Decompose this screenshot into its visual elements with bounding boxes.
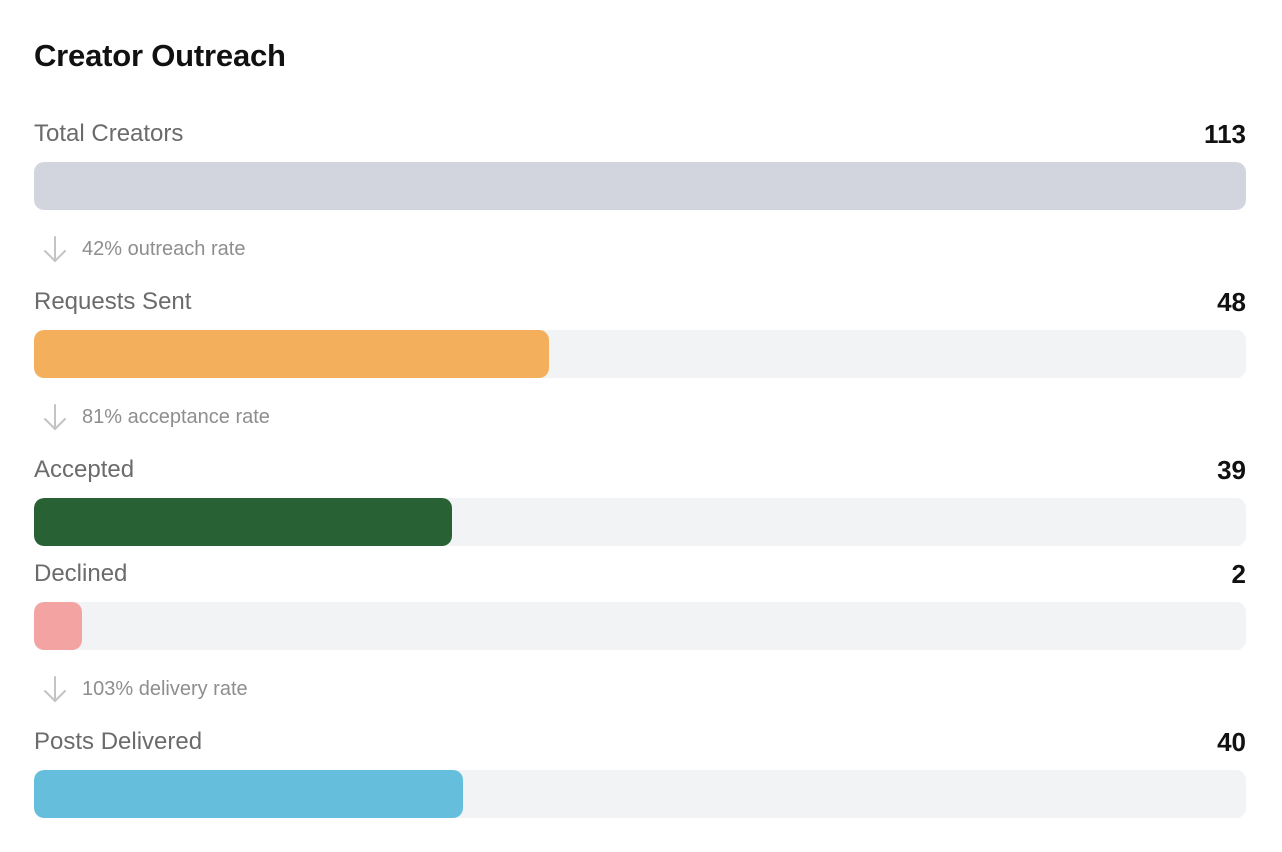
stage-count: 113 bbox=[1204, 119, 1246, 149]
bar-accepted bbox=[34, 498, 452, 546]
stage-posts-delivered: Posts Delivered 40 bbox=[34, 722, 1246, 818]
rate-outreach: 42% outreach rate bbox=[42, 234, 245, 264]
stage-count: 2 bbox=[1231, 559, 1246, 589]
rate-text: 81% acceptance rate bbox=[82, 405, 270, 428]
bar-track bbox=[34, 330, 1246, 378]
stage-header: Total Creators 113 bbox=[34, 114, 1246, 154]
bar-declined bbox=[34, 602, 82, 650]
stage-count: 40 bbox=[1217, 727, 1246, 757]
stage-total-creators: Total Creators 113 bbox=[34, 114, 1246, 210]
rate-delivery: 103% delivery rate bbox=[42, 674, 248, 704]
arrow-down-icon bbox=[44, 676, 66, 702]
stage-accepted: Accepted 39 bbox=[34, 450, 1246, 546]
stage-header: Requests Sent 48 bbox=[34, 282, 1246, 322]
stage-requests-sent: Requests Sent 48 bbox=[34, 282, 1246, 378]
stage-label: Accepted bbox=[34, 456, 135, 483]
card-title: Creator Outreach bbox=[34, 38, 286, 73]
stage-header: Posts Delivered 40 bbox=[34, 722, 1246, 762]
rate-text: 103% delivery rate bbox=[82, 677, 248, 700]
bar-requests-sent bbox=[34, 330, 549, 378]
bar-posts-delivered bbox=[34, 770, 463, 818]
bar-track bbox=[34, 602, 1246, 650]
bar-track bbox=[34, 498, 1246, 546]
stage-header: Accepted 39 bbox=[34, 450, 1246, 490]
arrow-down-icon bbox=[44, 404, 66, 430]
stage-header: Declined 2 bbox=[34, 554, 1246, 594]
stage-count: 39 bbox=[1217, 455, 1246, 485]
stage-label: Total Creators bbox=[34, 120, 184, 147]
stage-declined: Declined 2 bbox=[34, 554, 1246, 650]
bar-track bbox=[34, 770, 1246, 818]
rate-text: 42% outreach rate bbox=[82, 237, 246, 260]
rate-acceptance: 81% acceptance rate bbox=[42, 402, 270, 432]
stage-label: Declined bbox=[34, 560, 128, 587]
bar-total-creators bbox=[34, 162, 1246, 210]
bar-track bbox=[34, 162, 1246, 210]
arrow-down-icon bbox=[44, 236, 66, 262]
stage-label: Requests Sent bbox=[34, 288, 192, 315]
stage-label: Posts Delivered bbox=[34, 728, 203, 755]
stage-count: 48 bbox=[1217, 287, 1246, 317]
